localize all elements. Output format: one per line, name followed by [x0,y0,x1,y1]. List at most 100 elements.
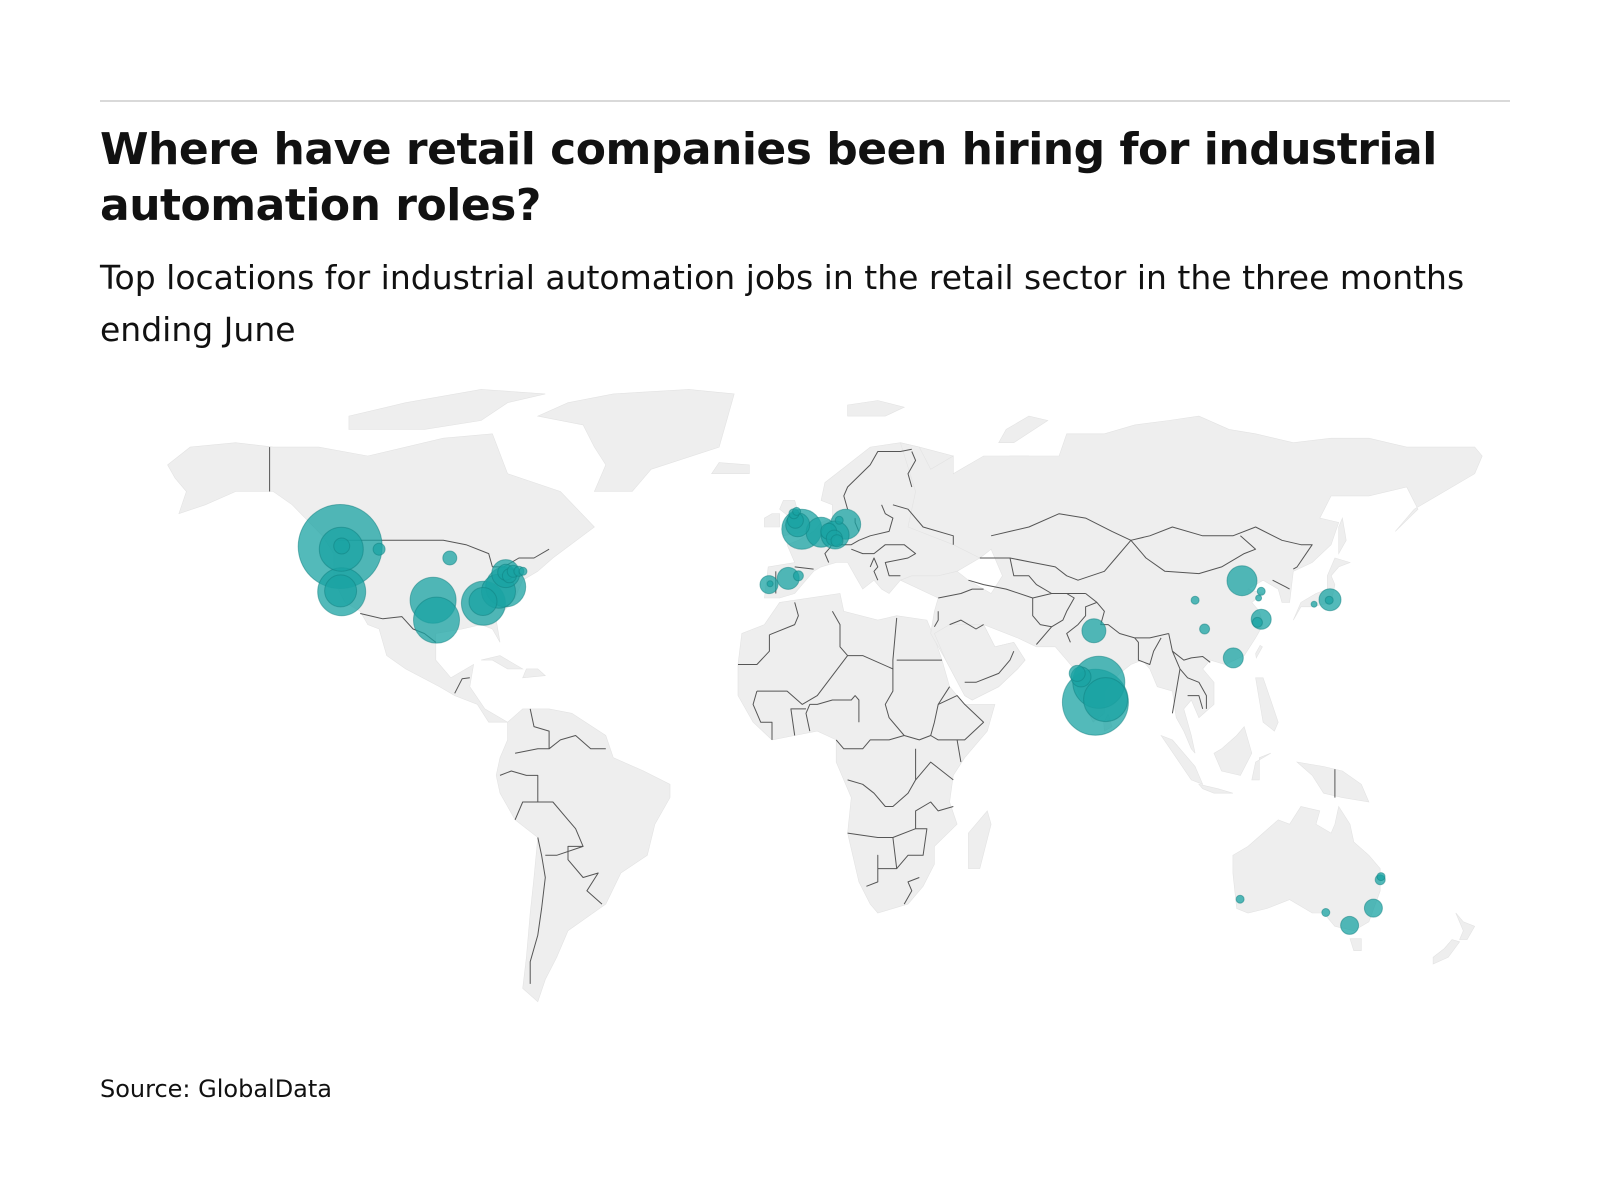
location-bubble-53 [1235,894,1245,904]
border-china-mongolia [1130,535,1257,575]
border-africa-15 [915,801,954,829]
location-bubble-35 [766,580,774,588]
land-greenland [536,389,735,492]
border-south-america-4 [515,735,606,754]
location-bubble-58 [1376,872,1386,882]
border-korea [1272,579,1290,590]
land-tasmania [1349,938,1362,951]
location-bubble-42 [1226,565,1258,597]
border-south-asia-3 [1134,637,1162,665]
land-iceland [711,462,750,474]
border-europe-9 [907,451,917,488]
border-africa-6 [884,668,962,763]
source-note: Source: GlobalData [100,1075,333,1103]
location-bubble-43 [1256,586,1266,596]
border-africa-2 [738,634,770,665]
border-middle-east-3 [933,611,939,628]
land-africa [737,593,996,914]
land-philippines [1255,677,1279,732]
border-europe-10 [869,557,879,581]
location-bubble-44 [1255,594,1263,602]
border-africa-11 [847,748,917,807]
location-bubble-33 [792,570,804,582]
location-bubble-11 [468,587,498,616]
land-australia [1232,805,1381,932]
border-europe-6 [851,544,917,577]
border-middle-east-2 [949,619,984,630]
land-borneo [1213,725,1253,776]
world-map-svg [167,389,1483,1003]
border-china-se [1168,633,1211,663]
border-africa-9 [752,690,773,740]
border-south-america-3 [537,801,584,856]
world-map [160,385,1520,1015]
border-middle-east-7 [1051,593,1075,628]
location-bubble-24 [792,506,802,516]
land-ireland [764,513,780,528]
location-bubble-9 [413,596,460,644]
land-north-america [167,433,595,723]
location-bubble-7 [324,574,358,608]
land-novaya-zemlya [998,415,1049,443]
border-mexico-central [454,677,470,694]
location-bubble-56 [1363,898,1383,918]
land-svalbard [847,400,906,417]
border-south-america-5 [499,770,539,820]
border-africa-8 [790,708,806,736]
land-hispaniola [522,668,547,679]
location-bubble-29 [830,534,844,548]
location-bubble-36 [1081,618,1107,644]
border-middle-east-1 [938,588,984,599]
border-europe-7 [892,504,954,545]
border-south-asia-2 [1066,601,1098,643]
land-canadian-islands [348,389,546,430]
location-bubble-31 [834,515,844,525]
land-new-zealand-s [1432,939,1461,965]
land-south-america [495,708,671,1003]
location-bubble-45 [1190,595,1200,605]
border-south-america-1 [529,837,546,984]
border-africa-18 [903,877,920,905]
location-bubble-52 [1310,600,1318,608]
border-africa-12 [847,832,898,887]
border-africa-17 [937,695,985,741]
border-middle-east-6 [1032,598,1053,645]
land-sulawesi [1251,752,1271,781]
land-arabia [934,624,1026,701]
bubble-layer [297,504,1386,935]
border-africa-1 [769,602,799,636]
location-bubble-5 [442,550,458,566]
location-bubble-51 [1324,595,1334,605]
border-europe-8 [843,448,912,510]
location-bubble-19 [518,566,528,576]
border-africa-14 [915,761,954,781]
land-asia [899,415,1483,754]
location-bubble-37 [1068,664,1086,682]
border-usa-canada [337,539,550,568]
border-south-america-6 [529,708,550,749]
location-bubble-40 [1083,677,1129,723]
border-africa-3 [756,611,849,705]
border-africa-10 [835,735,905,750]
border-south-america-2 [567,845,603,905]
border-europe-4 [836,504,894,546]
border-layer [269,447,1336,984]
location-bubble-54 [1321,908,1331,917]
border-se-asia-2 [1171,668,1181,714]
chart-title: Where have retail companies been hiring … [100,124,1437,231]
land-cuba [481,655,524,670]
chart-subtitle: Top locations for industrial automation … [100,258,1465,349]
land-taiwan [1255,644,1263,659]
location-bubble-4 [372,542,386,556]
border-central-asia-2 [1009,557,1052,594]
border-se-asia-3 [1187,695,1204,710]
land-sumatra [1160,734,1204,785]
land-java [1198,783,1233,794]
top-divider [100,100,1510,102]
land-new-guinea [1296,761,1370,803]
border-middle-east-4 [964,651,1015,683]
border-south-asia-1 [1085,593,1169,639]
location-bubble-46 [1199,623,1211,635]
border-russia-china [1130,526,1313,570]
location-bubble-48 [1251,616,1263,628]
